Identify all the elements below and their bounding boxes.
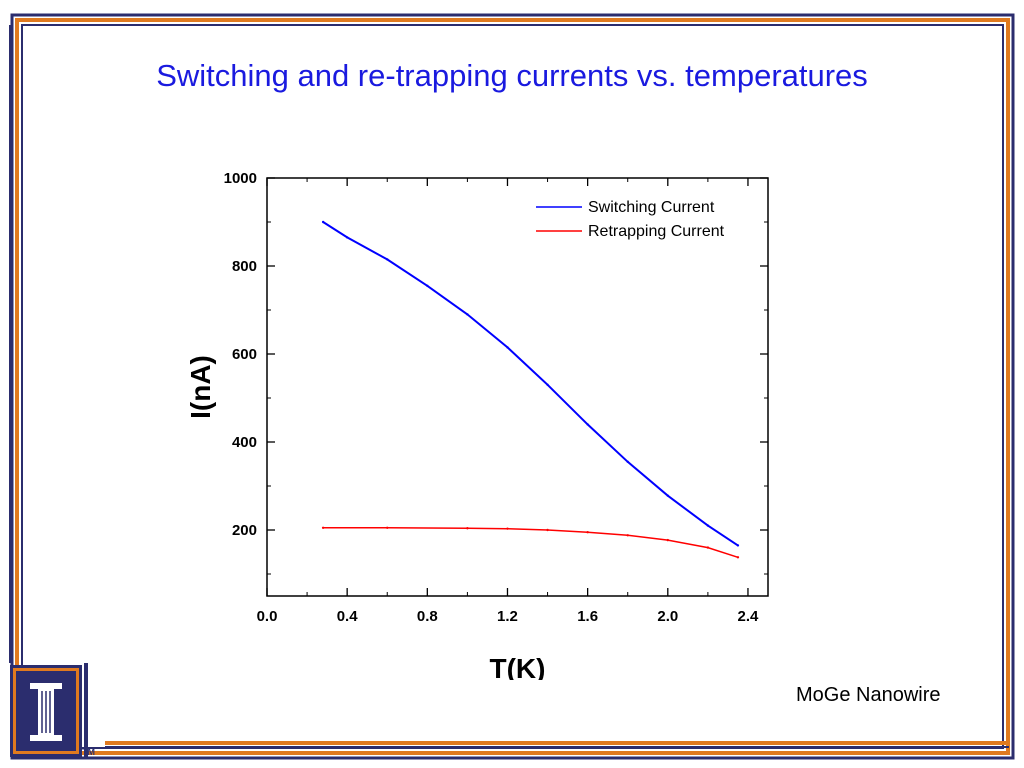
logo: TM <box>8 663 108 763</box>
y-tick-label: 800 <box>232 258 257 275</box>
switching-current-point <box>586 423 589 426</box>
switching-current-point <box>736 544 740 547</box>
switching-current-line <box>322 221 739 547</box>
switching-current-point <box>426 284 429 287</box>
x-tick-label: 1.2 <box>497 608 518 625</box>
switching-current-point <box>506 346 509 349</box>
retrapping-current-point <box>466 527 469 530</box>
trademark-label: TM <box>82 747 95 757</box>
switching-current-point <box>466 313 469 316</box>
y-tick-label: 200 <box>232 522 257 539</box>
retrapping-current-point <box>736 556 740 559</box>
x-tick-label: 2.4 <box>738 608 760 625</box>
retrapping-current-line <box>323 527 739 559</box>
retrapping-current-point <box>666 538 669 542</box>
x-axis-title: T(K) <box>490 653 546 680</box>
slide-title: Switching and re-trapping currents vs. t… <box>156 58 868 93</box>
retrapping-current-point <box>706 546 710 549</box>
x-tick-label: 0.4 <box>337 608 359 625</box>
x-tick-label: 0.0 <box>257 608 278 625</box>
switching-current-point <box>626 460 629 463</box>
retrapping-current-point <box>546 528 549 532</box>
plot-frame <box>266 177 769 597</box>
switching-current-point <box>345 236 349 239</box>
y-tick-label: 600 <box>232 346 257 363</box>
legend-label-switching: Switching Current <box>588 199 715 216</box>
x-tick-label: 2.0 <box>657 608 678 625</box>
retrapping-current-point <box>626 534 629 537</box>
legend-label-retrapping: Retrapping Current <box>588 223 725 240</box>
retrapping-current-point <box>506 527 509 530</box>
y-axis-title: I(nA) <box>185 355 216 419</box>
switching-current-point <box>386 258 389 261</box>
chart: 0.0 0.4 0.8 1.2 1.6 2.0 2.4 200 400 600 800 1000 T(K… <box>185 170 769 680</box>
switching-current-point <box>321 220 325 224</box>
retrapping-current-point <box>586 531 589 534</box>
x-tick-label: 1.6 <box>577 608 598 625</box>
switching-current-point <box>706 524 710 527</box>
retrapping-current-point <box>386 526 389 529</box>
x-tick-label: 0.8 <box>417 608 438 625</box>
y-tick-label: 400 <box>232 434 257 451</box>
university-column-logo-icon <box>10 663 88 757</box>
y-tick-label: 1000 <box>224 170 257 187</box>
switching-current-point <box>666 494 669 497</box>
retrapping-current-point <box>321 526 325 529</box>
switching-current-point <box>546 383 549 386</box>
slide-caption: MoGe Nanowire <box>796 684 941 706</box>
